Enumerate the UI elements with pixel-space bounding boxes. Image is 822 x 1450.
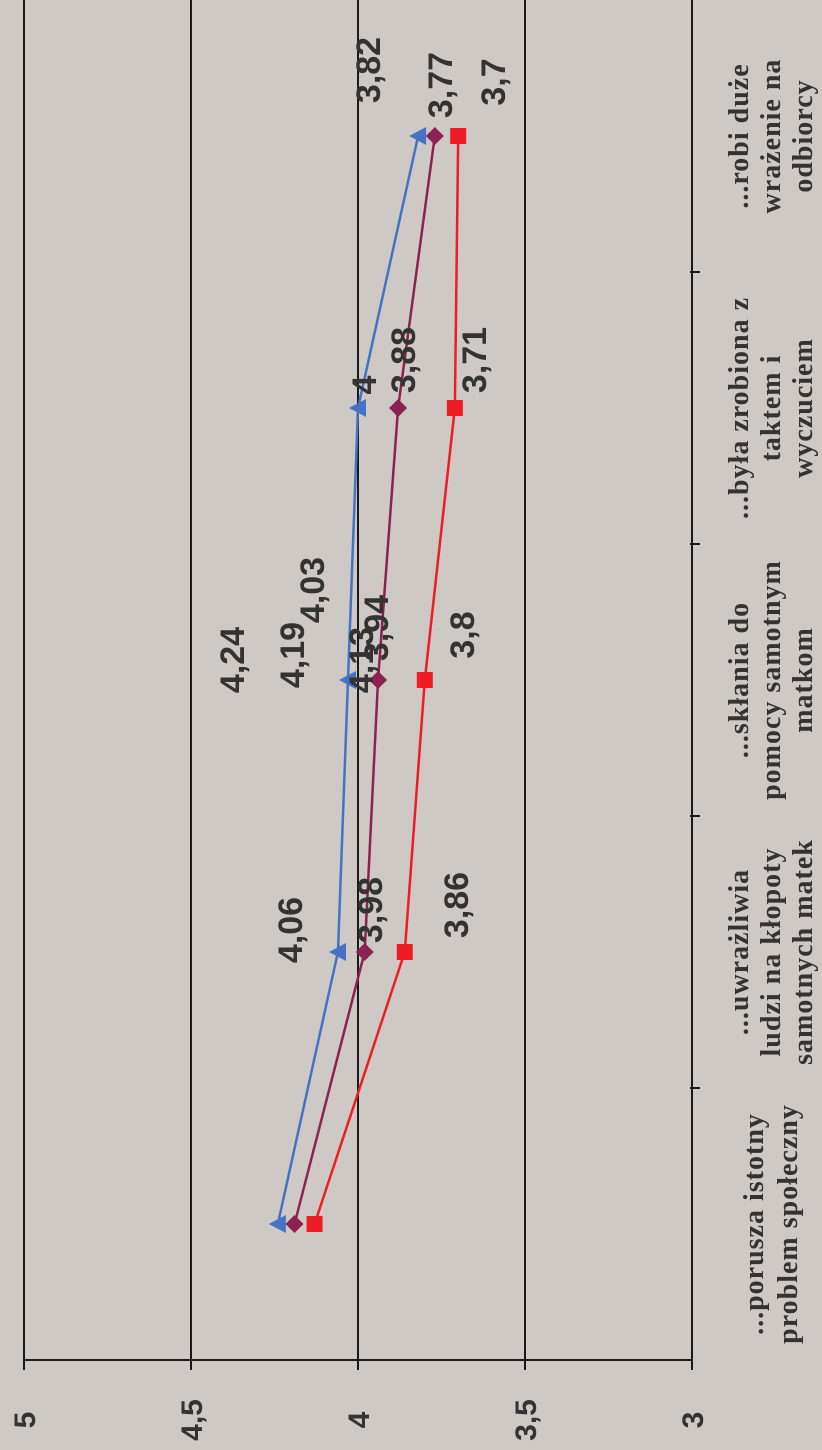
data-label: 3,94	[358, 595, 396, 661]
category-label: ...była zrobiona z	[724, 297, 755, 519]
value-tick-label: 5	[9, 1412, 42, 1429]
data-label: 4,19	[274, 622, 312, 688]
data-label: 3,82	[350, 37, 388, 103]
data-point-marker	[285, 1215, 304, 1233]
data-label: 3,86	[438, 872, 476, 938]
category-label: ...uwrażliwia	[724, 869, 755, 1035]
data-label: 3,98	[352, 877, 390, 943]
value-tick-label: 3	[677, 1412, 710, 1429]
category-label: problem społeczny	[773, 1104, 804, 1344]
data-point-marker	[425, 127, 444, 145]
data-point-marker	[338, 671, 356, 689]
data-label: 3,77	[422, 52, 460, 118]
data-point-marker	[409, 127, 427, 145]
data-point-marker	[389, 399, 408, 417]
category-label: ...robi duże	[724, 63, 755, 208]
category-label: wyczuciem	[788, 338, 819, 478]
data-point-marker	[349, 399, 366, 417]
data-point-marker	[355, 943, 374, 961]
category-label: taktem i	[756, 355, 787, 462]
data-point-marker	[328, 943, 346, 961]
category-label: ...porusza istotny	[739, 1113, 770, 1335]
data-label: 3,71	[456, 327, 494, 393]
data-point-marker	[268, 1215, 286, 1233]
data-point-marker	[450, 128, 467, 144]
data-label: 3,88	[385, 327, 423, 393]
category-label: samotnych matek	[788, 839, 819, 1065]
data-label: 3,7	[475, 58, 513, 105]
data-label: 4	[346, 375, 384, 394]
data-point-marker	[369, 671, 388, 689]
data-point-marker	[446, 400, 463, 416]
data-label: 4,03	[294, 557, 332, 623]
category-label: pomocy samotnym	[756, 560, 787, 800]
data-label: 4,06	[272, 897, 310, 963]
data-point-marker	[306, 1216, 323, 1232]
category-label: matkom	[788, 627, 819, 733]
category-label: wrażenie na	[756, 59, 787, 214]
value-tick-label: 4,5	[176, 1399, 209, 1441]
data-point-marker	[416, 672, 433, 688]
data-point-marker	[396, 944, 413, 960]
category-label: ludzi na kłopoty	[756, 848, 787, 1057]
category-label: ...skłania do	[724, 602, 755, 758]
data-label: 3,8	[444, 611, 482, 658]
data-label: 4,13	[343, 627, 381, 693]
value-tick-label: 4	[343, 1411, 376, 1428]
category-label: odbiorcy	[788, 79, 819, 192]
value-tick-label: 3,5	[510, 1399, 543, 1441]
data-label: 4,24	[214, 627, 252, 693]
